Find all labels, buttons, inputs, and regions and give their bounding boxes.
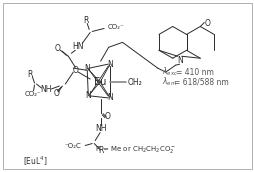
Text: R: R [27,70,32,79]
Text: Eu: Eu [93,77,106,87]
Text: N: N [84,64,90,73]
Text: $\lambda_{em}$: $\lambda_{em}$ [161,76,176,88]
Text: O: O [72,66,78,75]
Text: $\lambda_{exc}$: $\lambda_{exc}$ [161,66,177,78]
Text: O: O [53,89,59,98]
Text: = 410 nm: = 410 nm [175,68,213,77]
Text: N: N [107,93,113,102]
Text: NH: NH [95,124,106,133]
Text: R = Me or CH$_2$CH$_2$CO$_2^-$: R = Me or CH$_2$CH$_2$CO$_2^-$ [95,144,176,155]
Text: [EuL$^4$]: [EuL$^4$] [23,155,47,168]
Text: O: O [203,19,209,28]
Text: O: O [54,44,60,53]
Text: ⁻O₂C: ⁻O₂C [64,143,81,148]
Text: N: N [176,56,182,65]
Text: N: N [107,60,113,69]
Text: R: R [83,16,89,25]
Text: OH₂: OH₂ [128,78,142,87]
Text: = 618/588 nm: = 618/588 nm [173,78,228,87]
Text: NH: NH [41,85,52,94]
Text: CO₂⁻: CO₂⁻ [24,91,41,97]
Text: HN: HN [72,42,84,51]
Text: R: R [98,146,103,155]
Text: N: N [85,92,91,100]
Text: O: O [104,112,110,121]
Text: CO₂⁻: CO₂⁻ [108,24,124,30]
